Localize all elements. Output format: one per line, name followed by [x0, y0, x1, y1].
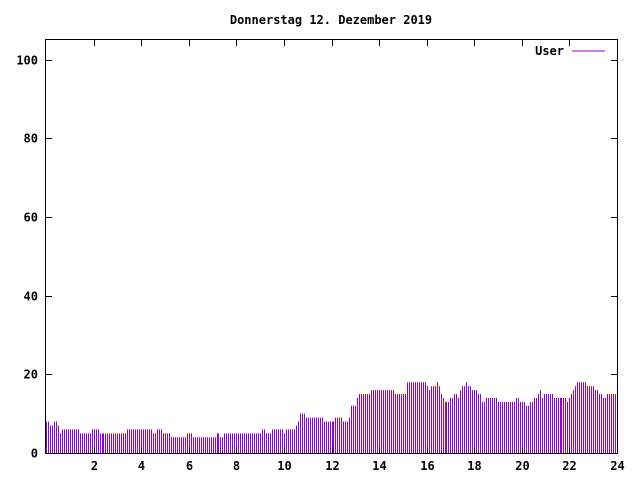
x-axis-ticks: 2 4 6 8 10 12 14 16 18 20 22 24	[91, 40, 625, 473]
y-tick-label: 60	[24, 211, 38, 225]
plot-frame	[45, 39, 618, 454]
x-tick-label: 16	[420, 459, 434, 473]
y-axis-ticks: 0 20 40 60 80 100	[16, 54, 617, 461]
y-tick-label: 40	[24, 290, 38, 304]
y-tick-label: 80	[24, 132, 38, 146]
x-tick-label: 14	[372, 459, 386, 473]
legend-label-user: User	[535, 44, 564, 58]
bar-series-user	[46, 382, 616, 453]
y-tick-label: 0	[31, 447, 38, 461]
y-tick-label: 20	[24, 368, 38, 382]
legend: User	[535, 44, 605, 58]
x-tick-label: 22	[562, 459, 576, 473]
x-tick-label: 12	[325, 459, 339, 473]
x-tick-label: 6	[186, 459, 193, 473]
x-tick-label: 20	[515, 459, 529, 473]
x-tick-label: 8	[233, 459, 240, 473]
x-tick-label: 24	[610, 459, 624, 473]
x-tick-label: 10	[277, 459, 291, 473]
x-tick-label: 18	[467, 459, 481, 473]
chart-title: Donnerstag 12. Dezember 2019	[230, 13, 432, 27]
x-tick-label: 4	[138, 459, 145, 473]
x-tick-label: 2	[91, 459, 98, 473]
y-tick-label: 100	[16, 54, 38, 68]
